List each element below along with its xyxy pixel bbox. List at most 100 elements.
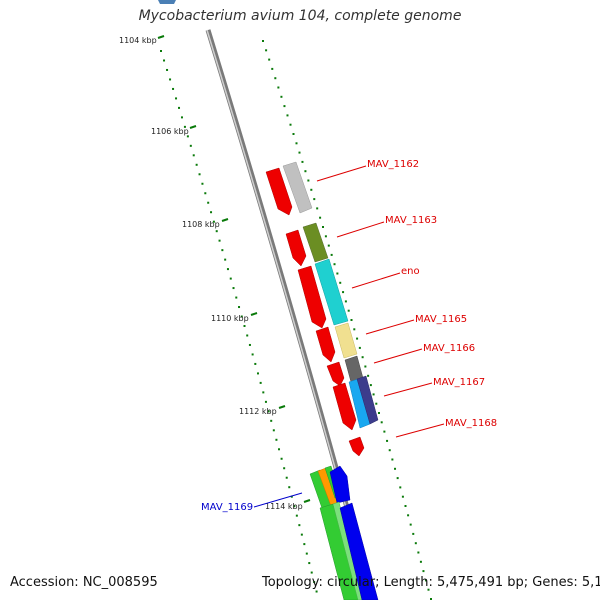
inner-track-tick <box>180 116 183 119</box>
outer-track-tick <box>369 384 372 387</box>
inner-track-tick <box>224 258 227 261</box>
inner-track-tick <box>240 315 243 318</box>
inner-track-tick <box>251 353 254 356</box>
tick-label-1110: 1110 kbp <box>211 314 249 323</box>
outer-track-tick <box>307 179 310 182</box>
gene-MAV_1165-reverse <box>315 326 336 363</box>
gene-label-MAV_1163: MAV_1163 <box>385 215 437 226</box>
inner-track-tick <box>183 125 186 128</box>
gene-green-long <box>319 503 360 600</box>
callout-MAV_1162 <box>316 165 367 182</box>
tick-label-1106: 1106 kbp <box>151 127 189 136</box>
outer-tick-track <box>262 40 432 600</box>
inner-track-tick <box>243 325 246 327</box>
outer-track-tick <box>342 291 345 294</box>
lower-gene-cluster <box>309 465 379 600</box>
outer-track-tick <box>265 49 268 52</box>
outer-track-tick <box>339 281 342 284</box>
gene-label-MAV_1166: MAV_1166 <box>423 343 475 354</box>
outer-track-tick <box>324 235 327 238</box>
inner-track-tick <box>178 106 181 109</box>
inner-track-tick <box>278 448 281 451</box>
callout-MAV_1167 <box>383 382 433 397</box>
inner-track-tick <box>232 287 235 290</box>
outer-track-tick <box>286 114 289 117</box>
outer-track-tick <box>409 523 412 526</box>
outer-track-tick <box>424 579 427 582</box>
inner-track-tick <box>215 230 218 233</box>
outer-track-tick <box>380 421 383 424</box>
outer-track-tick <box>358 346 361 349</box>
gene-MAV_1163 <box>302 222 329 263</box>
callout-MAV_1169 <box>253 492 303 508</box>
inner-track-tick <box>201 182 204 185</box>
inner-track-tick <box>290 495 293 498</box>
inner-track-tick <box>186 135 189 138</box>
outer-track-tick <box>378 412 380 414</box>
outer-track-tick <box>388 449 391 452</box>
outer-track-tick <box>313 198 316 201</box>
inner-track-tick <box>210 211 213 214</box>
outer-track-tick <box>394 467 397 470</box>
inner-track-tick <box>163 59 166 62</box>
inner-track-tick <box>221 249 224 252</box>
outer-track-tick <box>304 170 307 173</box>
inner-track-tick <box>272 429 275 432</box>
gene-feature-top <box>158 0 176 4</box>
inner-track-tick <box>308 562 311 565</box>
inner-track-tick <box>166 68 169 71</box>
outer-track-tick <box>404 505 407 507</box>
inner-track-tick <box>300 533 303 536</box>
outer-track-tick <box>277 86 280 89</box>
inner-tick-track <box>160 50 318 593</box>
outer-track-tick <box>344 300 347 303</box>
outer-track-tick <box>396 477 399 480</box>
inner-track-tick <box>204 192 207 195</box>
inner-track-tick <box>288 486 291 489</box>
gene-MAV_1167-reverse <box>332 382 357 431</box>
outer-track-tick <box>268 58 271 61</box>
outer-track-tick <box>407 514 410 517</box>
inner-track-tick <box>267 410 270 413</box>
inner-track-tick <box>313 581 316 584</box>
tick-label-1112: 1112 kbp <box>239 407 277 416</box>
gene-eno-reverse <box>297 265 327 329</box>
inner-track-tick <box>283 467 286 470</box>
inner-track-tick <box>195 163 198 166</box>
inner-track-tick <box>235 296 238 299</box>
inner-track-tick <box>207 201 210 204</box>
inner-track-tick <box>218 239 221 242</box>
outer-track-tick <box>422 570 425 573</box>
outer-track-tick <box>361 356 364 359</box>
inner-track-tick <box>256 372 259 375</box>
gene-MAV_1167-b <box>356 375 379 425</box>
outer-track-tick <box>430 598 432 600</box>
outer-track-tick <box>289 123 292 126</box>
callout-MAV_1163 <box>336 221 385 238</box>
inner-track-tick <box>295 514 298 517</box>
inner-track-tick <box>229 277 232 280</box>
inner-track-tick <box>248 343 251 346</box>
gene-label-MAV_1162: MAV_1162 <box>367 159 419 170</box>
tick-label-1114: 1114 kbp <box>265 502 303 511</box>
outer-track-tick <box>319 216 322 219</box>
callout-MAV_1166 <box>373 348 423 364</box>
gene-MAV_1165 <box>334 322 358 359</box>
outer-track-tick <box>292 133 295 135</box>
gene-MAV_1162-reverse <box>265 167 293 216</box>
outer-track-tick <box>295 142 298 145</box>
inner-track-tick <box>226 268 229 271</box>
reverse-strand-genes <box>265 167 365 457</box>
outer-track-tick <box>322 226 324 228</box>
inner-track-tick <box>303 543 306 546</box>
tick-label-1108: 1108 kbp <box>182 220 220 229</box>
inner-track-tick <box>160 50 162 52</box>
outer-track-tick <box>427 588 430 591</box>
outer-track-tick <box>274 77 277 80</box>
gene-MAV_1166-reverse <box>326 361 345 387</box>
inner-track-tick <box>270 419 273 422</box>
outer-track-tick <box>350 319 353 321</box>
inner-track-tick <box>275 438 278 441</box>
outer-track-tick <box>399 486 402 489</box>
